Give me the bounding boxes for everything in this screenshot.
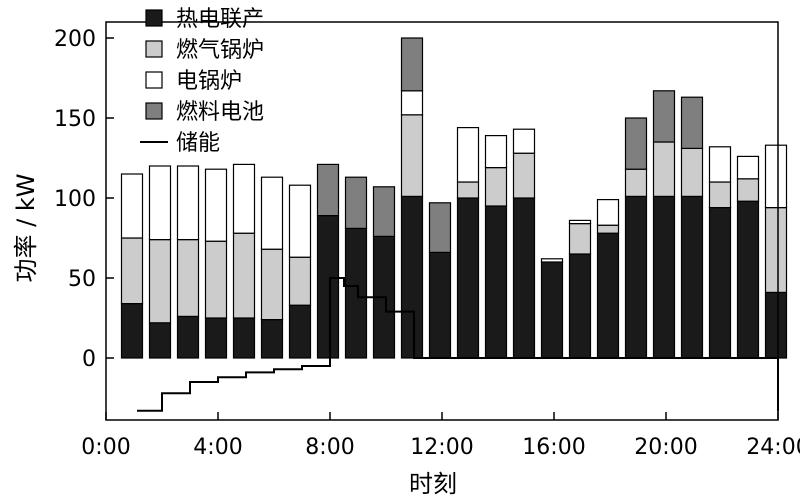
bar-segment-4-hour-12	[428, 202, 452, 254]
bar-segment-4-hour-19	[624, 117, 648, 170]
bar-segment-2-hour-21	[680, 147, 704, 197]
bar-segment-3-hour-18	[596, 199, 620, 226]
bar-segment-1-hour-8	[316, 215, 340, 359]
x-tick-label-4: 4:00	[193, 435, 242, 460]
bar-segment-1-hour-19	[624, 195, 648, 359]
bar-segment-3-hour-7	[288, 184, 312, 258]
bar-segment-4-hour-10	[372, 186, 396, 238]
bar-segment-1-hour-5	[232, 317, 256, 359]
bar-segment-2-hour-6	[260, 248, 284, 321]
bar-segment-3-hour-22	[708, 146, 732, 183]
bar-segment-1-hour-17	[568, 253, 592, 359]
bar-segment-3-hour-3	[176, 165, 200, 241]
bar-segment-2-hour-15	[512, 152, 536, 199]
bar-segment-2-hour-20	[652, 141, 676, 198]
bar-segment-1-hour-22	[708, 207, 732, 359]
bar-segment-3-hour-4	[204, 168, 228, 242]
bar-segment-1-hour-7	[288, 304, 312, 359]
bar-segment-2-hour-23	[736, 178, 760, 202]
bar-segment-2-hour-14	[484, 167, 508, 207]
bar-segment-3-hour-5	[232, 163, 256, 234]
bar-segment-3-hour-17	[568, 219, 592, 225]
bar-segment-3-hour-13	[456, 126, 480, 183]
legend-label-1: 热电联产	[176, 7, 264, 32]
y-tick-label-150: 150	[54, 107, 96, 132]
bar-segment-3-hour-24	[764, 144, 788, 209]
bar-segment-2-hour-2	[148, 239, 172, 324]
x-tick-label-20: 20:00	[634, 435, 697, 460]
bar-segment-1-hour-2	[148, 322, 172, 359]
bar-segment-2-hour-19	[624, 168, 648, 197]
bar-segment-1-hour-15	[512, 197, 536, 359]
y-axis-title: 功率 / kW	[12, 174, 40, 283]
bar-segment-2-hour-3	[176, 239, 200, 318]
bar-segment-4-hour-8	[316, 163, 340, 217]
bar-segment-2-hour-22	[708, 181, 732, 209]
legend-swatch-3	[145, 71, 163, 89]
x-tick-label-12: 12:00	[410, 435, 473, 460]
bar-segment-1-hour-18	[596, 232, 620, 359]
bar-segment-2-hour-5	[232, 232, 256, 319]
bar-segment-2-hour-24	[764, 207, 788, 294]
bar-segment-3-hour-14	[484, 135, 508, 169]
bar-segment-2-hour-1	[120, 237, 144, 305]
bar-segment-3-hour-23	[736, 155, 760, 180]
axes: 0 50 100 150 200 0:00 4:00 8:00 12:00 16:00 20:00 2…	[54, 21, 800, 460]
y-tick-label-50: 50	[68, 267, 96, 292]
storage-step-layer	[137, 277, 779, 412]
legend-label-2: 燃气锅炉	[176, 38, 264, 63]
x-tick-label-24: 24:00	[746, 435, 800, 460]
legend-label-storage: 储能	[176, 131, 220, 156]
bar-segment-1-hour-11	[400, 195, 424, 359]
storage-step-line	[137, 277, 779, 412]
legend-swatch-2	[145, 40, 163, 58]
bar-segment-2-hour-7	[288, 256, 312, 306]
y-tick-label-0: 0	[82, 347, 96, 372]
x-tick-label-0: 0:00	[81, 435, 130, 460]
y-tick-label-100: 100	[54, 187, 96, 212]
bar-segment-1-hour-21	[680, 195, 704, 359]
bar-layer	[120, 37, 788, 359]
bar-segment-1-hour-3	[176, 315, 200, 359]
bar-segment-1-hour-4	[204, 317, 228, 359]
bar-segment-1-hour-16	[540, 261, 564, 359]
y-tick-label-200: 200	[54, 27, 96, 52]
bar-segment-3-hour-2	[148, 165, 172, 241]
bar-segment-1-hour-24	[764, 291, 788, 359]
legend-label-3: 电锅炉	[176, 69, 242, 94]
legend-swatch-4	[145, 102, 163, 120]
bar-segment-1-hour-9	[344, 227, 368, 359]
bar-segment-2-hour-4	[204, 240, 228, 319]
bar-segment-2-hour-18	[596, 224, 620, 234]
bar-segment-1-hour-1	[120, 303, 144, 359]
bar-segment-4-hour-11	[400, 37, 424, 92]
legend-label-4: 燃料电池	[176, 100, 264, 125]
bar-segment-3-hour-1	[120, 173, 144, 239]
bar-segment-4-hour-9	[344, 176, 368, 229]
bar-segment-2-hour-17	[568, 223, 592, 255]
bar-segment-1-hour-12	[428, 251, 452, 359]
bar-segment-4-hour-20	[652, 90, 676, 143]
bar-segment-2-hour-13	[456, 181, 480, 199]
legend-swatch-1	[145, 9, 163, 27]
bar-segment-3-hour-11	[400, 90, 424, 116]
bar-segment-1-hour-20	[652, 195, 676, 359]
bar-segment-1-hour-6	[260, 319, 284, 359]
x-tick-label-16: 16:00	[522, 435, 585, 460]
bar-segment-4-hour-21	[680, 96, 704, 149]
bar-segment-2-hour-11	[400, 114, 424, 198]
bar-segment-1-hour-14	[484, 205, 508, 359]
bar-segment-1-hour-13	[456, 197, 480, 359]
x-axis-title: 时刻	[409, 470, 457, 498]
bar-segment-1-hour-23	[736, 200, 760, 359]
bar-segment-3-hour-6	[260, 176, 284, 250]
bar-segment-3-hour-16	[540, 258, 564, 263]
bar-segment-3-hour-15	[512, 128, 536, 154]
x-tick-label-8: 8:00	[305, 435, 354, 460]
